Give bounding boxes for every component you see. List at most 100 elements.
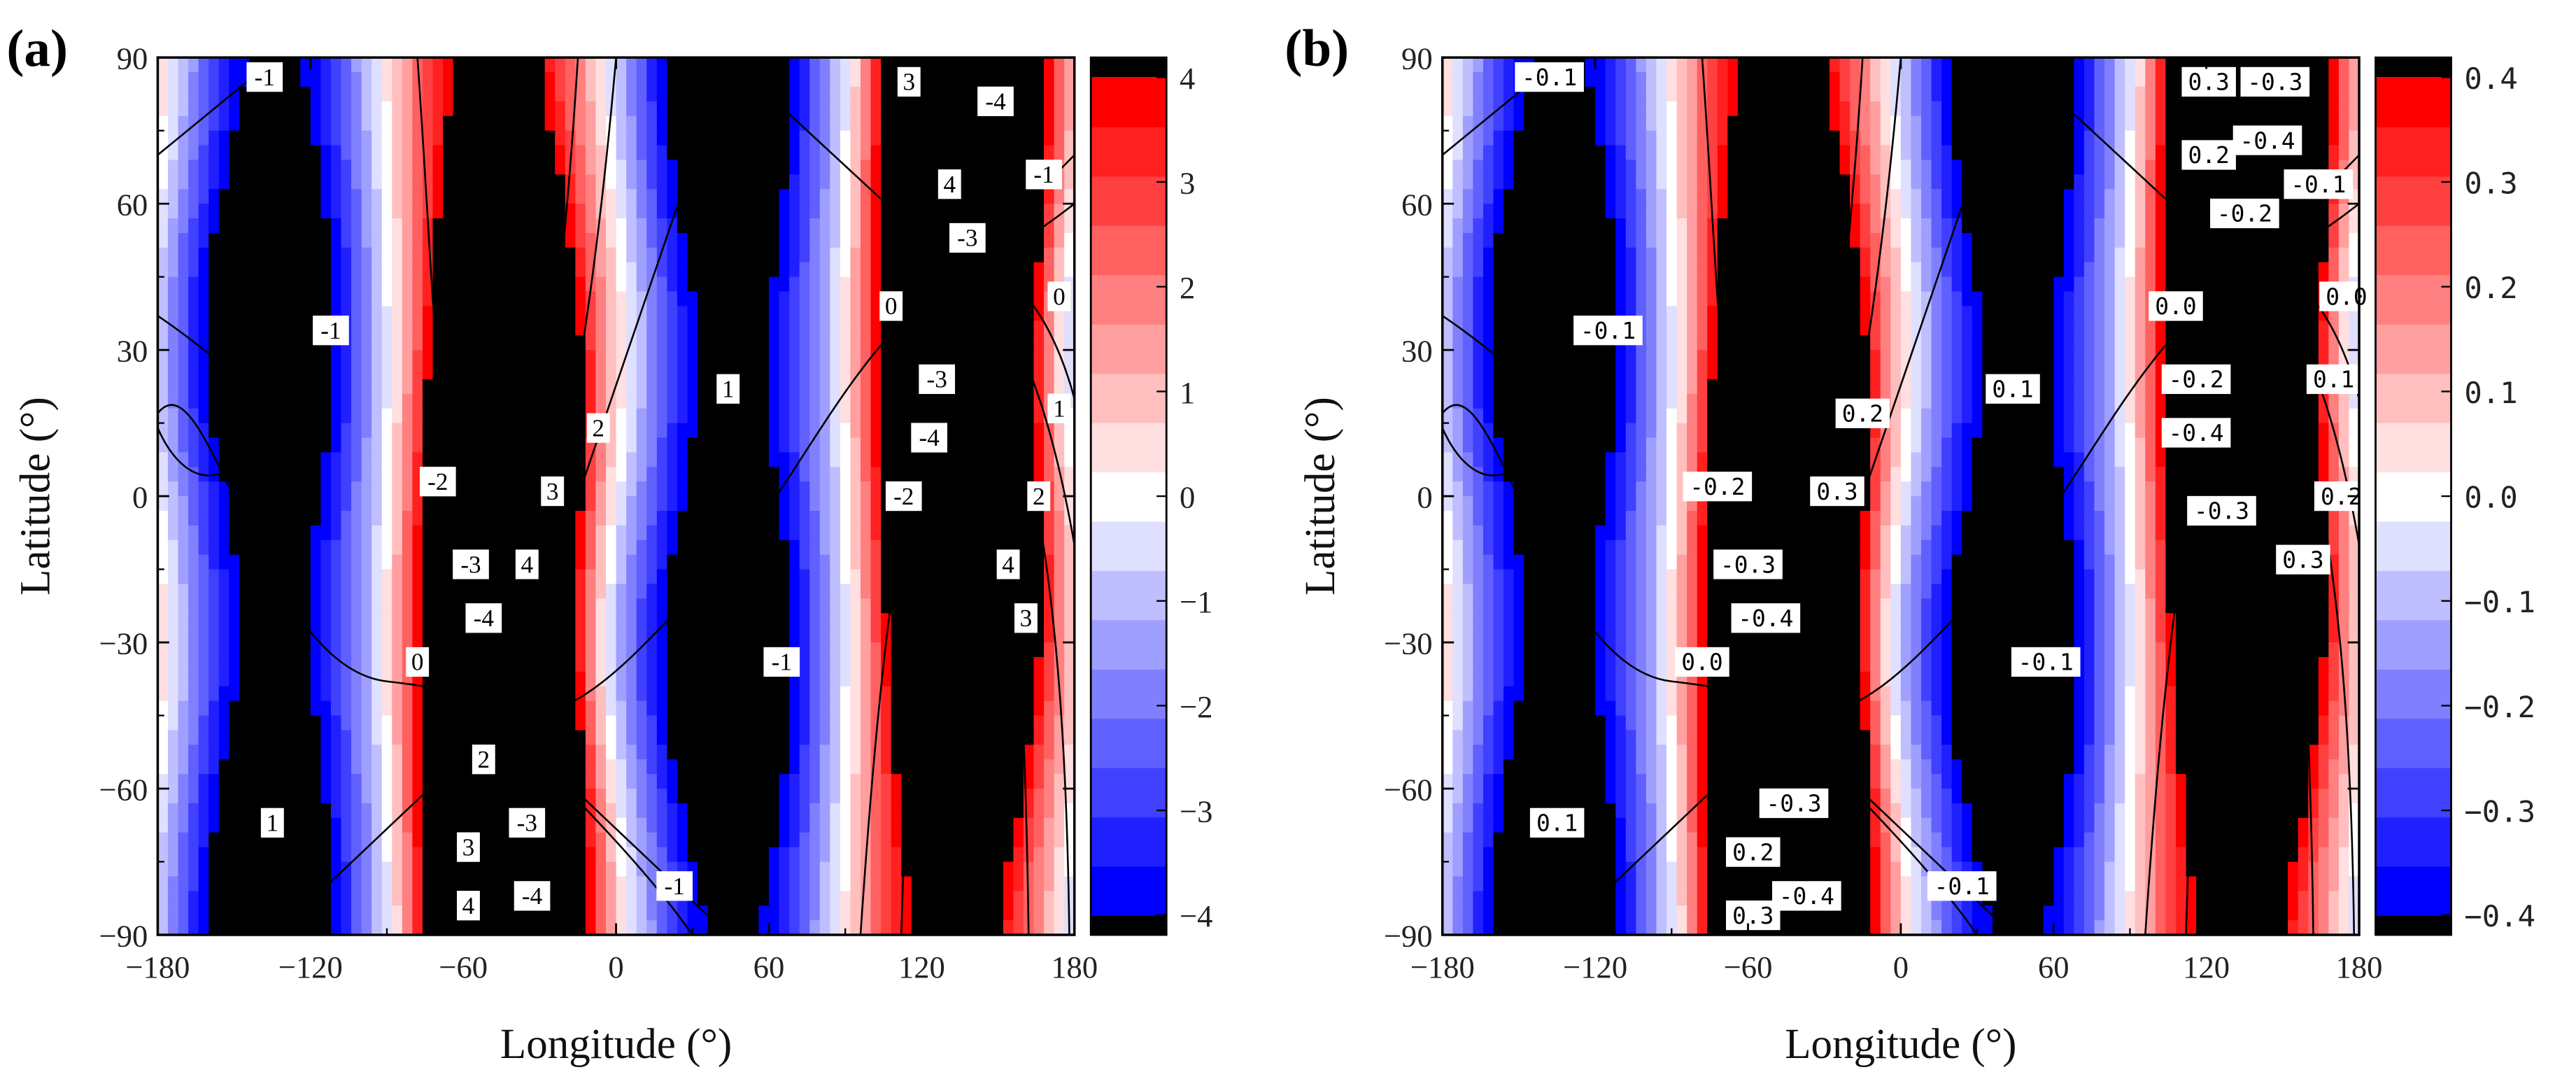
heatmap-cell [188, 656, 200, 673]
heatmap-cell [402, 423, 413, 439]
heatmap-cell [157, 204, 169, 220]
heatmap-cell [290, 467, 302, 483]
heatmap-cell [249, 408, 261, 425]
heatmap-cell [606, 510, 617, 527]
heatmap-cell [381, 247, 393, 264]
heatmap-cell [1054, 218, 1066, 234]
heatmap-cell [656, 335, 668, 351]
heatmap-cell [738, 774, 750, 790]
heatmap-cell [830, 656, 842, 673]
heatmap-cell [646, 437, 658, 453]
heatmap-cell [310, 365, 322, 381]
heatmap-cell [1023, 247, 1035, 264]
heatmap-cell [819, 247, 831, 264]
heatmap-cell [330, 700, 342, 717]
heatmap-cell [453, 393, 465, 410]
heatmap-cell [260, 656, 271, 673]
heatmap-cell [942, 832, 954, 849]
heatmap-cell [280, 393, 292, 410]
heatmap-cell [636, 467, 648, 483]
heatmap-cell [290, 613, 302, 629]
heatmap-cell [707, 847, 719, 863]
heatmap-cell [1033, 423, 1045, 439]
heatmap-cell [412, 730, 424, 746]
heatmap-cell [483, 408, 495, 425]
heatmap-cell [422, 525, 434, 542]
heatmap-cell [931, 656, 943, 673]
heatmap-cell [718, 628, 730, 644]
heatmap-cell [982, 671, 994, 688]
heatmap-cell [1033, 276, 1045, 292]
heatmap-cell [1044, 847, 1056, 863]
heatmap-cell [942, 598, 954, 614]
heatmap-cell [198, 598, 210, 614]
heatmap-cell [260, 613, 271, 629]
heatmap-cell [157, 700, 169, 717]
heatmap-cell [555, 437, 567, 453]
heatmap-cell [982, 584, 994, 600]
heatmap-cell [840, 832, 851, 849]
heatmap-cell [555, 671, 567, 688]
heatmap-cell [361, 467, 373, 483]
heatmap-cell [157, 628, 169, 644]
heatmap-cell [167, 232, 179, 249]
heatmap-cell [860, 774, 872, 790]
heatmap-cell [555, 57, 567, 73]
heatmap-cell [504, 101, 516, 118]
heatmap-cell [646, 569, 658, 585]
heatmap-cell [188, 481, 200, 498]
heatmap-cell [799, 115, 811, 132]
heatmap-cell [280, 540, 292, 556]
heatmap-cell [198, 320, 210, 337]
heatmap-cell [544, 189, 556, 205]
heatmap-cell [504, 247, 516, 264]
heatmap-cell [616, 598, 628, 614]
heatmap-cell [575, 218, 587, 234]
heatmap-cell [789, 189, 801, 205]
heatmap-cell [361, 130, 373, 146]
heatmap-cell [504, 365, 516, 381]
heatmap-cell [361, 393, 373, 410]
heatmap-cell [962, 365, 974, 381]
heatmap-cell [921, 700, 933, 717]
heatmap-cell [208, 130, 220, 146]
heatmap-cell [208, 789, 220, 805]
heatmap-cell [555, 832, 567, 849]
heatmap-cell [606, 204, 617, 220]
heatmap-cell [1054, 189, 1066, 205]
heatmap-cell [860, 145, 872, 161]
heatmap-cell [310, 861, 322, 877]
heatmap-cell [687, 320, 699, 337]
heatmap-cell [504, 232, 516, 249]
heatmap-cell [860, 276, 872, 292]
heatmap-cell [453, 115, 465, 132]
heatmap-cell [575, 130, 587, 146]
heatmap-cell [789, 700, 801, 717]
heatmap-cell [1054, 554, 1066, 570]
heatmap-cell [167, 452, 179, 468]
heatmap-cell [402, 832, 413, 849]
heatmap-cell [565, 481, 576, 498]
heatmap-cell [422, 130, 434, 146]
heatmap-cell [728, 642, 739, 658]
heatmap-cell [931, 584, 943, 600]
heatmap-cell [891, 467, 903, 483]
heatmap-cell [748, 365, 760, 381]
heatmap-cell [412, 379, 424, 395]
heatmap-cell [799, 467, 811, 483]
heatmap-cell [544, 86, 556, 103]
heatmap-cell [656, 656, 668, 673]
heatmap-cell [982, 700, 994, 717]
heatmap-cell [860, 174, 872, 190]
heatmap-cell [595, 700, 607, 717]
heatmap-cell [698, 232, 709, 249]
heatmap-cell [432, 276, 444, 292]
heatmap-cell [310, 774, 322, 790]
heatmap-cell [280, 481, 292, 498]
heatmap-cell [779, 745, 791, 761]
heatmap-cell [1013, 496, 1025, 512]
heatmap-cell [280, 861, 292, 877]
heatmap-cell [698, 745, 709, 761]
heatmap-cell [952, 569, 963, 585]
heatmap-cell [636, 393, 648, 410]
